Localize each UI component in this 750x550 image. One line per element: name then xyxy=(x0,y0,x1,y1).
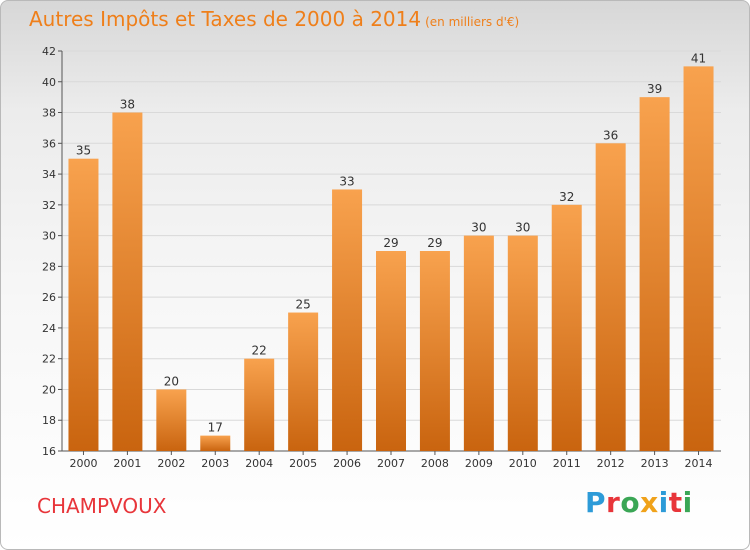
x-tick-label: 2014 xyxy=(685,457,713,470)
bar xyxy=(156,389,187,451)
y-tick-label: 42 xyxy=(42,45,56,58)
y-tick-label: 18 xyxy=(42,414,56,427)
data-label: 25 xyxy=(295,298,310,312)
data-label: 17 xyxy=(208,421,223,435)
y-tick-label: 26 xyxy=(42,291,56,304)
y-tick-label: 16 xyxy=(42,445,56,458)
data-label: 30 xyxy=(515,221,530,235)
logo-letter: x xyxy=(640,486,659,519)
bar xyxy=(463,235,494,451)
bar xyxy=(419,251,450,451)
data-label: 29 xyxy=(427,236,442,250)
x-tick-label: 2011 xyxy=(553,457,581,470)
bar xyxy=(68,158,99,451)
y-tick-label: 34 xyxy=(42,168,56,181)
y-tick-label: 20 xyxy=(42,383,56,396)
x-tick-label: 2007 xyxy=(377,457,405,470)
x-tick-label: 2008 xyxy=(421,457,449,470)
data-label: 41 xyxy=(691,51,706,65)
y-tick-label: 32 xyxy=(42,199,56,212)
bar xyxy=(376,251,406,451)
data-label: 36 xyxy=(603,128,618,142)
logo-letter: o xyxy=(620,486,641,519)
bar xyxy=(112,112,143,452)
data-label: 33 xyxy=(339,174,354,188)
bar xyxy=(200,435,231,451)
proxiti-logo: Proxiti xyxy=(585,486,693,519)
data-label: 35 xyxy=(76,144,91,158)
x-tick-label: 2010 xyxy=(509,457,537,470)
y-tick-label: 36 xyxy=(42,137,56,150)
commune-name: CHAMPVOUX xyxy=(37,494,167,518)
bar xyxy=(551,204,582,451)
logo-letter: t xyxy=(668,486,683,519)
data-label: 32 xyxy=(559,190,574,204)
chart-title-text: Autres Impôts et Taxes de 2000 à 2014 xyxy=(29,7,422,31)
y-tick-label: 38 xyxy=(42,107,56,120)
y-tick-label: 40 xyxy=(42,76,56,89)
x-tick-label: 2002 xyxy=(157,457,185,470)
logo-letter: r xyxy=(606,486,621,519)
x-tick-label: 2000 xyxy=(69,457,97,470)
y-tick-label: 30 xyxy=(42,230,56,243)
bar xyxy=(332,189,363,451)
bar xyxy=(683,66,714,451)
logo-letter: i xyxy=(682,486,693,519)
logo-letter: i xyxy=(658,486,669,519)
bar xyxy=(244,358,275,451)
x-tick-label: 2013 xyxy=(641,457,669,470)
x-tick-label: 2012 xyxy=(597,457,625,470)
data-label: 22 xyxy=(252,344,267,358)
data-label: 38 xyxy=(120,98,135,112)
bar xyxy=(639,97,670,452)
bar xyxy=(595,143,626,452)
y-tick-label: 24 xyxy=(42,322,56,335)
data-label: 20 xyxy=(164,374,179,388)
x-tick-label: 2004 xyxy=(245,457,273,470)
y-tick-label: 28 xyxy=(42,260,56,273)
bar xyxy=(507,235,538,451)
chart-unit: (en milliers d'€) xyxy=(425,15,520,29)
chart-title: Autres Impôts et Taxes de 2000 à 2014 (en… xyxy=(29,7,519,31)
x-tick-label: 2009 xyxy=(465,457,493,470)
bar xyxy=(288,312,319,451)
data-label: 39 xyxy=(647,82,662,96)
logo-letter: P xyxy=(585,486,607,519)
data-label: 30 xyxy=(471,221,486,235)
y-tick-label: 22 xyxy=(42,353,56,366)
data-label: 29 xyxy=(383,236,398,250)
x-tick-label: 2005 xyxy=(289,457,317,470)
x-tick-label: 2006 xyxy=(333,457,361,470)
x-tick-label: 2001 xyxy=(113,457,141,470)
x-tick-label: 2003 xyxy=(201,457,229,470)
